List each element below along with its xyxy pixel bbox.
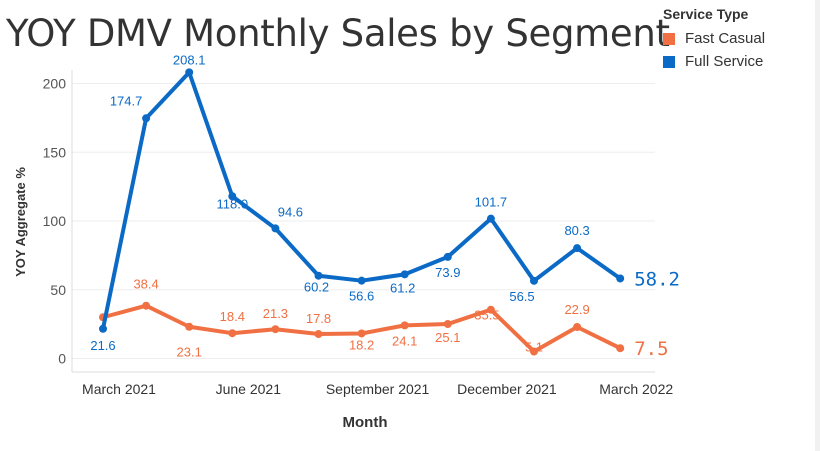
y-tick-label: 50 [50, 282, 66, 298]
data-point-fast-casual [185, 322, 194, 331]
data-point-full-service [400, 270, 409, 279]
data-label-full-service: 56.6 [349, 289, 374, 304]
legend-label-full-service: Full Service [685, 53, 764, 70]
legend-title: Service Type [663, 6, 749, 22]
data-label-fast-casual: 17.8 [306, 311, 331, 326]
data-point-fast-casual [530, 347, 538, 356]
chart-title: YOY DMV Monthly Sales by Segment [6, 12, 670, 55]
legend-item-fast-casual[interactable]: Fast Casual [663, 27, 765, 50]
y-tick-label: 200 [43, 76, 67, 92]
x-tick-label: March 2022 [599, 381, 673, 397]
data-label-fast-casual: 5.1 [525, 339, 543, 354]
data-point-fast-casual [271, 325, 280, 334]
data-point-full-service [530, 276, 538, 285]
x-axis-title: Month [343, 414, 388, 431]
data-label-fast-casual: 18.2 [349, 337, 374, 352]
data-label-full-service: 56.5 [509, 289, 534, 304]
data-label-fast-casual: 23.1 [177, 345, 202, 360]
data-point-fast-casual [228, 329, 237, 338]
data-point-full-service [486, 214, 495, 223]
data-label-full-service: 174.7 [110, 93, 143, 108]
data-point-fast-casual [486, 305, 495, 314]
legend-item-full-service[interactable]: Full Service [663, 50, 765, 73]
data-point-full-service [99, 324, 107, 333]
data-label-full-service: 61.2 [390, 280, 415, 295]
data-label-fast-casual: 18.4 [220, 309, 245, 324]
legend-swatch-fast-casual [663, 32, 675, 45]
legend: Service Type Fast Casual Full Service [663, 6, 765, 73]
data-point-full-service [314, 271, 323, 280]
data-point-fast-casual [400, 321, 409, 330]
legend-swatch-full-service [663, 55, 675, 68]
data-point-full-service [185, 68, 194, 77]
data-point-fast-casual [142, 301, 151, 310]
legend-label-fast-casual: Fast Casual [685, 30, 766, 47]
data-label-full-service: 101.7 [475, 195, 508, 210]
data-label-full-service: 118.0 [217, 196, 249, 211]
x-tick-label: December 2021 [457, 381, 557, 397]
data-point-full-service [573, 244, 582, 253]
end-label-fast-casual: 7.5 [634, 338, 668, 360]
x-tick-label: June 2021 [216, 381, 282, 397]
data-label-full-service: 208.1 [173, 52, 206, 67]
y-tick-label: 0 [58, 351, 66, 367]
data-label-full-service: 94.6 [278, 204, 303, 219]
window-edge [815, 0, 820, 451]
x-tick-label: September 2021 [326, 381, 430, 397]
data-point-full-service [228, 192, 237, 201]
data-label-fast-casual: 38.4 [133, 277, 158, 292]
data-point-fast-casual [357, 329, 366, 338]
y-tick-label: 150 [43, 144, 67, 160]
data-label-fast-casual: 25.1 [435, 330, 460, 345]
data-label-fast-casual: 35.5 [474, 308, 499, 323]
data-point-full-service [357, 276, 366, 285]
data-point-full-service [443, 252, 452, 261]
x-tick-label: March 2021 [82, 381, 156, 397]
data-label-full-service: 21.6 [90, 338, 115, 353]
data-label-full-service: 80.3 [564, 223, 589, 238]
data-point-full-service [271, 224, 280, 233]
y-tick-label: 100 [43, 213, 67, 229]
data-label-fast-casual: 21.3 [263, 306, 288, 321]
data-label-full-service: 60.2 [304, 280, 329, 295]
data-point-full-service [142, 114, 151, 123]
end-label-full-service: 58.2 [634, 268, 680, 290]
data-point-fast-casual [314, 330, 323, 339]
data-point-fast-casual [573, 323, 582, 332]
y-axis-title: YOY Aggregate % [13, 167, 28, 277]
data-label-fast-casual: 22.9 [564, 302, 589, 317]
data-label-fast-casual: 24.1 [392, 333, 417, 348]
data-label-full-service: 73.9 [435, 265, 460, 280]
data-point-fast-casual [616, 344, 625, 353]
data-point-fast-casual [443, 319, 452, 328]
data-point-full-service [616, 274, 625, 283]
